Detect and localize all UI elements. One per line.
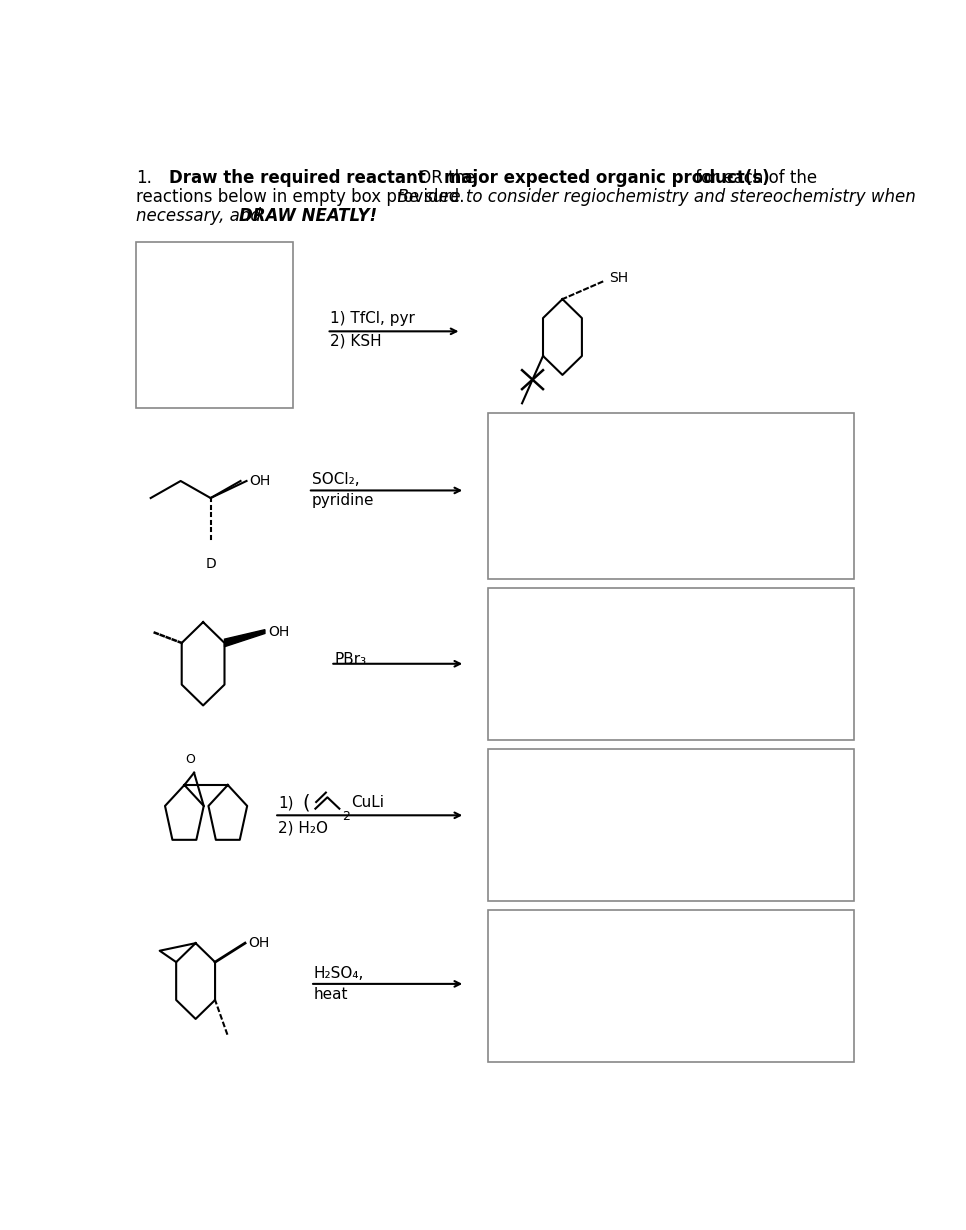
Text: Be sure to consider regiochemistry and stereochemistry when: Be sure to consider regiochemistry and s… [386,188,915,207]
Text: SH: SH [610,272,629,285]
Text: OH: OH [248,936,270,950]
Text: Draw the required reactant: Draw the required reactant [169,170,426,187]
Text: 1): 1) [278,796,294,811]
Text: 1) TfCl, pyr: 1) TfCl, pyr [330,311,415,326]
Text: OH: OH [249,474,270,488]
Text: OR the: OR the [412,170,480,187]
Bar [488,413,855,578]
Text: 2) KSH: 2) KSH [330,333,382,348]
Text: reactions below in empty box provided.: reactions below in empty box provided. [135,188,465,207]
Bar [135,242,293,408]
Text: H₂SO₄,: H₂SO₄, [314,966,364,982]
Text: pyridine: pyridine [312,493,374,508]
Text: major expected organic product(s): major expected organic product(s) [444,170,770,187]
Text: 2) H₂O: 2) H₂O [278,820,328,835]
Text: DRAW NEATLY!: DRAW NEATLY! [239,208,377,225]
Text: necessary, and: necessary, and [135,208,266,225]
Text: PBr₃: PBr₃ [334,652,366,667]
Text: SOCl₂,: SOCl₂, [312,471,359,487]
Text: 1.: 1. [135,170,152,187]
Text: O: O [185,753,195,766]
Text: for each of the: for each of the [690,170,817,187]
Bar [488,910,855,1061]
Text: 2: 2 [342,809,351,823]
Text: OH: OH [269,625,290,638]
Text: heat: heat [314,986,349,1001]
Text: (: ( [302,793,309,813]
Text: CuLi: CuLi [352,796,384,811]
Bar [488,588,855,739]
Text: D: D [205,557,216,571]
Polygon shape [224,630,265,647]
Bar [488,749,855,900]
